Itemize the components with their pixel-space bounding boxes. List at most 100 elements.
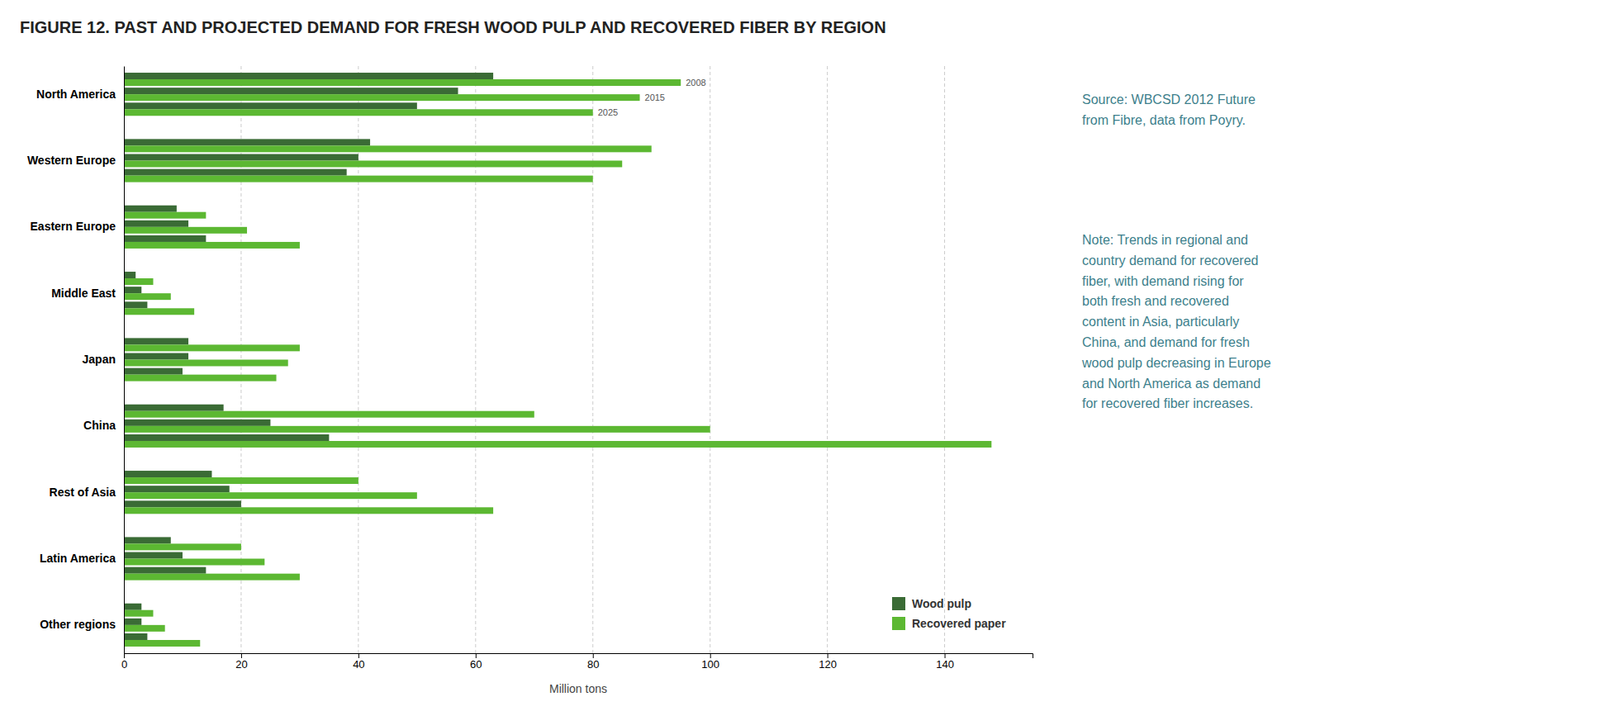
bar	[123, 220, 189, 228]
bar	[123, 375, 277, 382]
y-tick: Other regions	[39, 617, 124, 632]
bar	[123, 337, 189, 345]
x-tick-mark	[358, 653, 360, 659]
bar	[123, 470, 212, 478]
x-tick: 140	[935, 653, 955, 671]
x-tick-label: 100	[701, 658, 720, 671]
bar	[123, 293, 171, 300]
annotation: 2025	[598, 107, 618, 118]
legend-label: Wood pulp	[911, 597, 972, 611]
bar	[123, 603, 142, 611]
x-tick-mark	[944, 653, 946, 659]
bar	[123, 205, 177, 213]
y-tick: Latin America	[39, 551, 124, 565]
annotations: 2008 2015 2025	[598, 77, 707, 118]
x-tick-mark	[593, 653, 594, 659]
y-tick: Western Europe	[27, 153, 124, 167]
bar	[123, 278, 153, 285]
y-axis-line	[123, 66, 125, 655]
bar	[123, 308, 195, 315]
bar	[123, 154, 359, 162]
annotation: 2008	[685, 77, 706, 88]
y-tick: Eastern Europe	[30, 219, 124, 233]
bar	[123, 368, 183, 376]
y-tick: Japan	[82, 352, 124, 366]
bar	[123, 109, 594, 116]
bar	[123, 434, 329, 442]
bar	[123, 72, 494, 80]
bar	[123, 271, 136, 279]
y-tick: China	[83, 418, 124, 433]
y-tick-label: North America	[36, 87, 116, 101]
legend-item: Wood pulp	[892, 597, 972, 611]
y-tick-label: Western Europe	[27, 153, 116, 167]
legend-swatch	[892, 617, 906, 631]
legend: Wood pulp Recovered paper	[892, 597, 1007, 631]
bars	[123, 72, 992, 647]
grid-line	[592, 66, 594, 654]
x-tick-label: 0	[121, 658, 128, 671]
bar	[123, 212, 206, 219]
bar	[123, 426, 711, 433]
bar	[123, 242, 300, 249]
bar	[123, 235, 206, 243]
bar	[123, 559, 265, 566]
bar	[123, 353, 189, 361]
bar	[123, 419, 271, 427]
y-tick: Rest of Asia	[49, 485, 124, 499]
x-tick: 80	[587, 653, 599, 671]
bar	[123, 344, 300, 352]
annotation: 2015	[645, 92, 665, 103]
bar	[123, 301, 148, 309]
bar	[123, 485, 230, 493]
x-tick: 40	[352, 653, 365, 671]
x-tick-mark	[827, 653, 829, 659]
x-tick-mark	[123, 653, 125, 659]
x-tick: 20	[235, 653, 247, 671]
y-tick-label: Eastern Europe	[30, 219, 117, 233]
legend-label: Recovered paper	[911, 617, 1007, 631]
bar	[123, 79, 681, 86]
bar	[123, 492, 418, 499]
bar	[123, 567, 206, 575]
bar	[123, 633, 148, 641]
y-tick-label: Other regions	[39, 617, 116, 632]
y-tick-label: Latin America	[39, 551, 116, 565]
bar	[123, 441, 992, 448]
bar	[123, 160, 622, 167]
y-axis: North America Western Europe Eastern Europ…	[27, 66, 125, 655]
bar	[123, 87, 459, 95]
x-tick-mark	[475, 653, 477, 659]
x-tick: 60	[470, 653, 482, 671]
bar	[123, 507, 494, 514]
x-tick-label: 60	[470, 658, 482, 671]
legend-swatch	[892, 597, 906, 611]
y-tick-label: Japan	[82, 352, 116, 366]
bar	[123, 552, 183, 560]
x-axis-line	[124, 654, 1034, 660]
bar	[123, 94, 641, 101]
title: FIGURE 12. PAST AND PROJECTED DEMAND FOR…	[19, 18, 887, 37]
x-tick-mark	[241, 653, 243, 659]
x-tick-mark	[710, 653, 712, 659]
bar	[123, 625, 166, 632]
bar	[123, 610, 153, 618]
chart: FIGURE 12. PAST AND PROJECTED DEMAND FOR…	[0, 0, 1600, 711]
x-tick: 120	[818, 653, 837, 671]
bar	[123, 145, 652, 152]
bar	[123, 477, 359, 485]
bar	[123, 543, 242, 551]
bar	[123, 102, 418, 110]
y-tick-label: Rest of Asia	[49, 485, 117, 499]
grid-line	[826, 66, 828, 654]
x-tick-label: 40	[352, 658, 365, 671]
bar	[123, 640, 200, 647]
bar	[123, 411, 535, 418]
bar	[123, 227, 247, 234]
x-tick-label: 20	[235, 658, 247, 671]
legend-item: Recovered paper	[892, 617, 1007, 631]
note-text: Note: Trends in regional andcountry dema…	[1081, 232, 1272, 411]
y-tick: North America	[36, 87, 124, 101]
x-tick: 100	[701, 653, 720, 671]
bar	[123, 286, 142, 294]
